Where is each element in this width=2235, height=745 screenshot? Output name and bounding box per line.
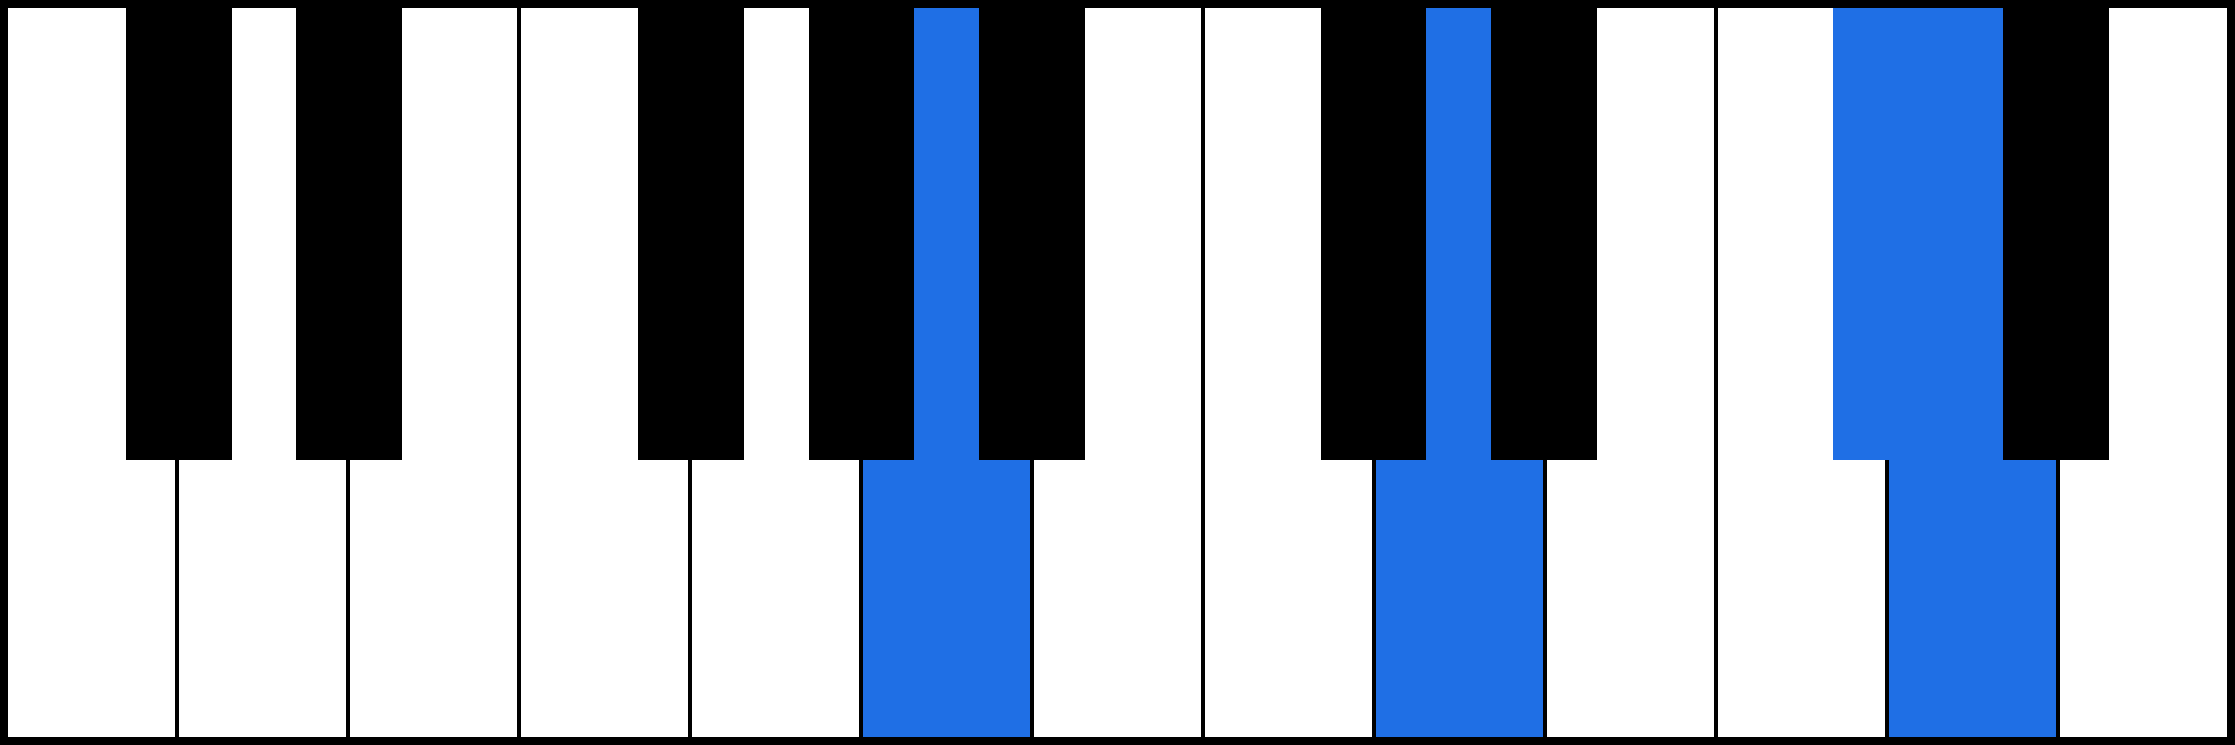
black-key-csharp-0[interactable]: [126, 8, 232, 460]
black-key-gsharp-4[interactable]: [809, 8, 915, 460]
black-key-asharp-5[interactable]: [979, 8, 1085, 460]
black-key-csharp-7[interactable]: [1321, 8, 1427, 460]
black-key-dsharp-1[interactable]: [296, 8, 402, 460]
piano-keyboard: [0, 0, 2235, 745]
black-key-fsharp-3[interactable]: [638, 8, 744, 460]
black-key-gsharp-11[interactable]: [2003, 8, 2109, 460]
black-key-fsharp-10[interactable]: [1833, 8, 1939, 460]
black-key-dsharp-8[interactable]: [1491, 8, 1597, 460]
